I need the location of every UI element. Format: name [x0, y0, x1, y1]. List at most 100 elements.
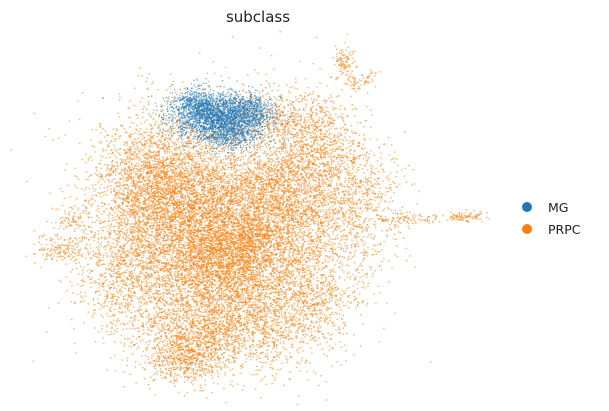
- prpc-point: [289, 317, 290, 318]
- prpc-point: [274, 377, 275, 378]
- prpc-point: [288, 138, 289, 139]
- prpc-point: [397, 256, 398, 257]
- prpc-point: [296, 250, 297, 251]
- prpc-point: [154, 317, 155, 318]
- prpc-point: [292, 171, 293, 172]
- prpc-point: [271, 55, 272, 56]
- prpc-point: [257, 296, 258, 297]
- prpc-point: [95, 200, 96, 201]
- prpc-point: [328, 209, 329, 210]
- prpc-point: [182, 297, 183, 298]
- prpc-point: [294, 117, 295, 118]
- prpc-point: [204, 274, 205, 275]
- prpc-point: [135, 256, 136, 257]
- prpc-point: [318, 269, 319, 270]
- prpc-point: [304, 198, 305, 199]
- prpc-point: [79, 143, 80, 144]
- prpc-point: [288, 272, 289, 273]
- prpc-point: [320, 313, 321, 314]
- prpc-point: [176, 253, 177, 254]
- prpc-point: [115, 278, 116, 279]
- prpc-point: [257, 308, 258, 309]
- prpc-point: [198, 243, 199, 244]
- prpc-point: [200, 209, 201, 210]
- prpc-point: [224, 181, 225, 182]
- prpc-point: [396, 245, 397, 246]
- prpc-point: [225, 402, 226, 403]
- prpc-point: [240, 160, 241, 161]
- prpc-point: [175, 194, 176, 195]
- prpc-point: [102, 128, 103, 129]
- prpc-point: [198, 199, 199, 200]
- prpc-point: [229, 319, 230, 320]
- prpc-point: [115, 233, 116, 234]
- prpc-point: [129, 260, 130, 261]
- prpc-point: [98, 192, 99, 193]
- prpc-point: [253, 159, 254, 160]
- prpc-point: [312, 253, 313, 254]
- prpc-point: [62, 205, 63, 206]
- prpc-point: [93, 299, 94, 300]
- prpc-point: [248, 175, 249, 176]
- prpc-point: [191, 174, 192, 175]
- prpc-point: [194, 270, 195, 271]
- prpc-point: [197, 227, 198, 228]
- prpc-point: [255, 295, 256, 296]
- prpc-point: [170, 74, 171, 75]
- prpc-point: [267, 153, 268, 154]
- prpc-point: [192, 316, 193, 317]
- prpc-point: [222, 230, 223, 231]
- prpc-point: [90, 156, 91, 157]
- prpc-point: [128, 306, 129, 307]
- prpc-point: [148, 238, 149, 239]
- prpc-point: [173, 116, 174, 117]
- prpc-point: [319, 311, 320, 312]
- prpc-point: [99, 287, 100, 288]
- prpc-point: [339, 218, 340, 219]
- prpc-point: [84, 292, 85, 293]
- prpc-point: [184, 88, 185, 89]
- prpc-point: [167, 151, 168, 152]
- prpc-point: [194, 132, 195, 133]
- prpc-point: [358, 246, 359, 247]
- prpc-point: [353, 285, 354, 286]
- prpc-point: [85, 212, 86, 213]
- prpc-point: [83, 301, 84, 302]
- prpc-point: [328, 241, 329, 242]
- prpc-point: [124, 271, 125, 272]
- prpc-point: [410, 255, 411, 256]
- prpc-point: [178, 235, 179, 236]
- prpc-point: [173, 196, 174, 197]
- prpc-point: [270, 217, 271, 218]
- prpc-point: [333, 197, 334, 198]
- prpc-point: [227, 163, 228, 164]
- prpc-point: [136, 275, 137, 276]
- prpc-point: [337, 319, 338, 320]
- prpc-point: [187, 392, 188, 393]
- prpc-point: [60, 281, 61, 282]
- prpc-point: [304, 288, 305, 289]
- prpc-point: [178, 256, 179, 257]
- prpc-point: [183, 257, 184, 258]
- prpc-point: [214, 161, 215, 162]
- prpc-point: [179, 129, 180, 130]
- prpc-point: [151, 355, 152, 356]
- prpc-point: [169, 338, 170, 339]
- prpc-point: [246, 311, 247, 312]
- prpc-point: [203, 155, 204, 156]
- prpc-point: [305, 92, 306, 93]
- prpc-point: [328, 228, 329, 229]
- prpc-point: [195, 217, 196, 218]
- prpc-point: [198, 272, 199, 273]
- prpc-point: [164, 212, 165, 213]
- prpc-point: [240, 307, 241, 308]
- prpc-point: [239, 280, 240, 281]
- prpc-point: [188, 147, 189, 148]
- prpc-point: [368, 157, 369, 158]
- prpc-point: [182, 277, 183, 278]
- prpc-point: [207, 73, 208, 74]
- prpc-point: [283, 385, 284, 386]
- prpc-point: [237, 164, 238, 165]
- prpc-point: [288, 312, 289, 313]
- prpc-point: [321, 183, 322, 184]
